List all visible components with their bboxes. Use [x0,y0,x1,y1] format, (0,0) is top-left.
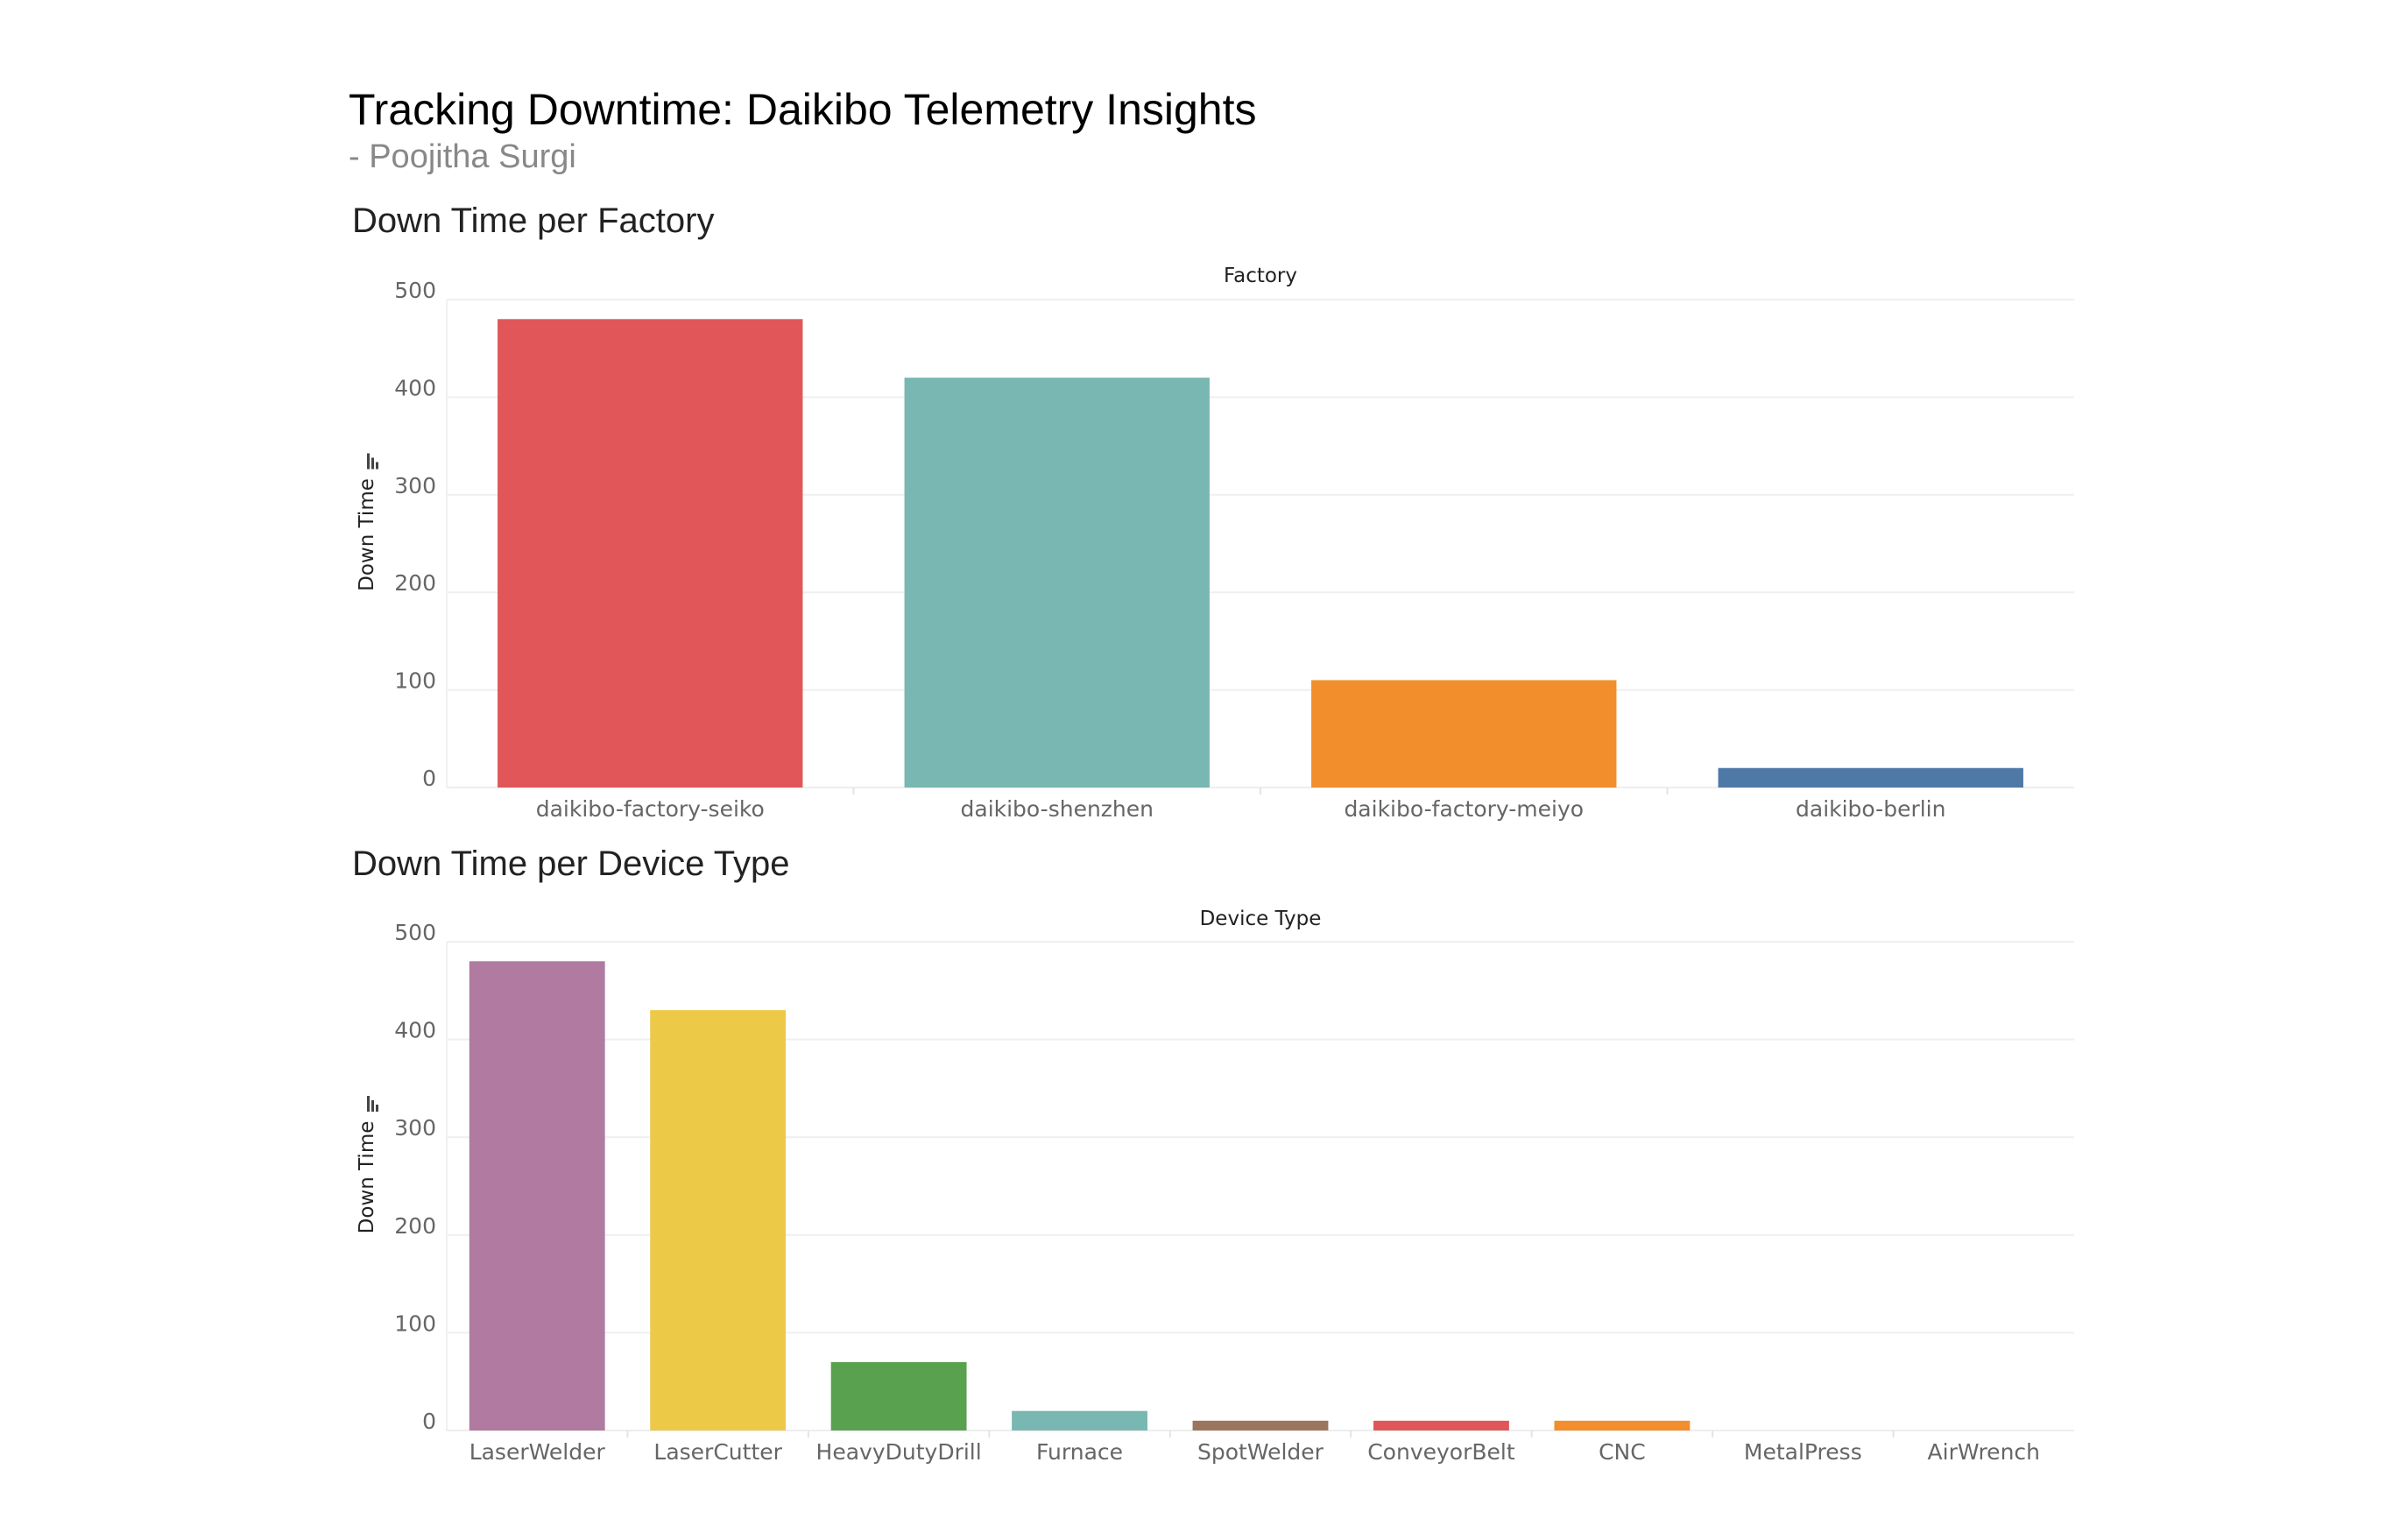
bar-daikibo-berlin[interactable] [1718,767,2023,788]
sort-icon-bar [371,457,374,470]
bar-daikibo-factory-meiyo[interactable] [1311,680,1617,788]
sort-icon-bar [371,1100,374,1112]
y-tick-label: 200 [394,1213,436,1239]
x-tick-label: daikibo-shenzhen [961,796,1154,822]
y-tick-label: 300 [394,1115,436,1141]
bar-lasercutter[interactable] [650,1010,787,1431]
y-tick-label: 100 [394,1310,436,1336]
x-tick-label: CNC [1599,1439,1646,1465]
device-chart-title: Down Time per Device Type [352,844,790,883]
x-axis-header: Factory [1224,265,1297,287]
dashboard-author: - Poojitha Surgi [349,138,576,175]
x-axis-header: Device Type [1200,908,1322,930]
y-tick-label: 400 [394,375,436,400]
y-tick-label: 400 [394,1018,436,1043]
bar-laserwelder[interactable] [469,961,605,1431]
x-tick-label: MetalPress [1744,1439,1862,1465]
dashboard-title: Tracking Downtime: Daikibo Telemetry Ins… [349,85,1257,134]
y-tick-label: 0 [422,1409,436,1434]
y-axis-label: Down Time [356,478,378,591]
x-tick-label: LaserCutter [653,1439,782,1465]
sort-icon-bar [367,453,370,470]
bar-heavydutydrill[interactable] [830,1361,967,1431]
sort-icon-bar [376,462,378,470]
factory-chart-title: Down Time per Factory [352,201,715,240]
x-tick-label: AirWrench [1928,1439,2040,1465]
bar-spotwelder[interactable] [1192,1420,1329,1431]
x-tick-label: LaserWelder [469,1439,606,1465]
bar-conveyorbelt[interactable] [1373,1420,1509,1431]
x-tick-label: ConveyorBelt [1367,1439,1515,1465]
bar-furnace[interactable] [1012,1410,1147,1431]
x-tick-label: daikibo-factory-seiko [536,796,765,822]
x-tick-label: SpotWelder [1197,1439,1324,1465]
sort-icon-bar [376,1105,378,1112]
y-tick-label: 0 [422,766,436,791]
sort-descending-icon[interactable] [367,453,378,470]
x-tick-label: Furnace [1036,1439,1123,1465]
sort-icon-bar [367,1096,370,1112]
bar-daikibo-shenzhen[interactable] [904,378,1210,788]
bar-daikibo-factory-seiko[interactable] [498,319,803,788]
bar-cnc[interactable] [1554,1420,1691,1431]
x-tick-label: HeavyDutyDrill [816,1439,982,1465]
x-tick-label: daikibo-factory-meiyo [1344,796,1584,822]
y-axis-label: Down Time [356,1121,378,1234]
y-tick-label: 100 [394,668,436,694]
sort-descending-icon[interactable] [367,1096,378,1112]
y-tick-label: 200 [394,570,436,596]
y-tick-label: 300 [394,473,436,498]
x-tick-label: daikibo-berlin [1796,796,1945,822]
y-tick-label: 500 [394,920,436,945]
y-tick-label: 500 [394,278,436,303]
